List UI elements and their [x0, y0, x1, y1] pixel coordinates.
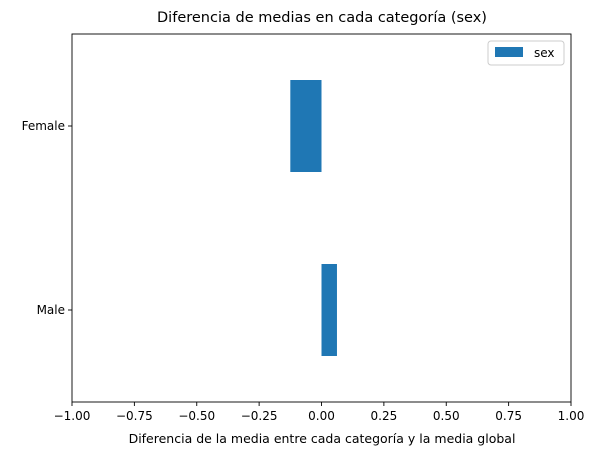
x-tick-label: 0.50: [433, 409, 460, 423]
x-tick-label: 0.75: [495, 409, 522, 423]
x-tick-label: 1.00: [558, 409, 585, 423]
chart-title: Diferencia de medias en cada categoría (…: [157, 10, 487, 26]
x-tick-label: −0.75: [116, 409, 153, 423]
x-tick-label: 0.00: [308, 409, 335, 423]
x-tick-label: −0.50: [178, 409, 215, 423]
x-tick-label: 0.25: [371, 409, 398, 423]
bar-male: [321, 264, 337, 356]
y-tick-label-female: Female: [22, 119, 65, 133]
x-axis-label: Diferencia de la media entre cada catego…: [129, 431, 516, 446]
bar-female: [290, 80, 322, 172]
bars-layer: [290, 80, 337, 356]
legend-swatch: [495, 47, 523, 57]
legend-label-sex: sex: [534, 46, 555, 60]
x-tick-label: −0.25: [241, 409, 278, 423]
y-axis: Female Male: [22, 119, 72, 317]
legend: sex: [487, 40, 565, 66]
x-axis: −1.00 −0.75 −0.50 −0.25 0.00 0.25 0.50 0.75 1.00: [54, 402, 585, 423]
x-tick-label: −1.00: [54, 409, 91, 423]
y-tick-label-male: Male: [37, 303, 65, 317]
